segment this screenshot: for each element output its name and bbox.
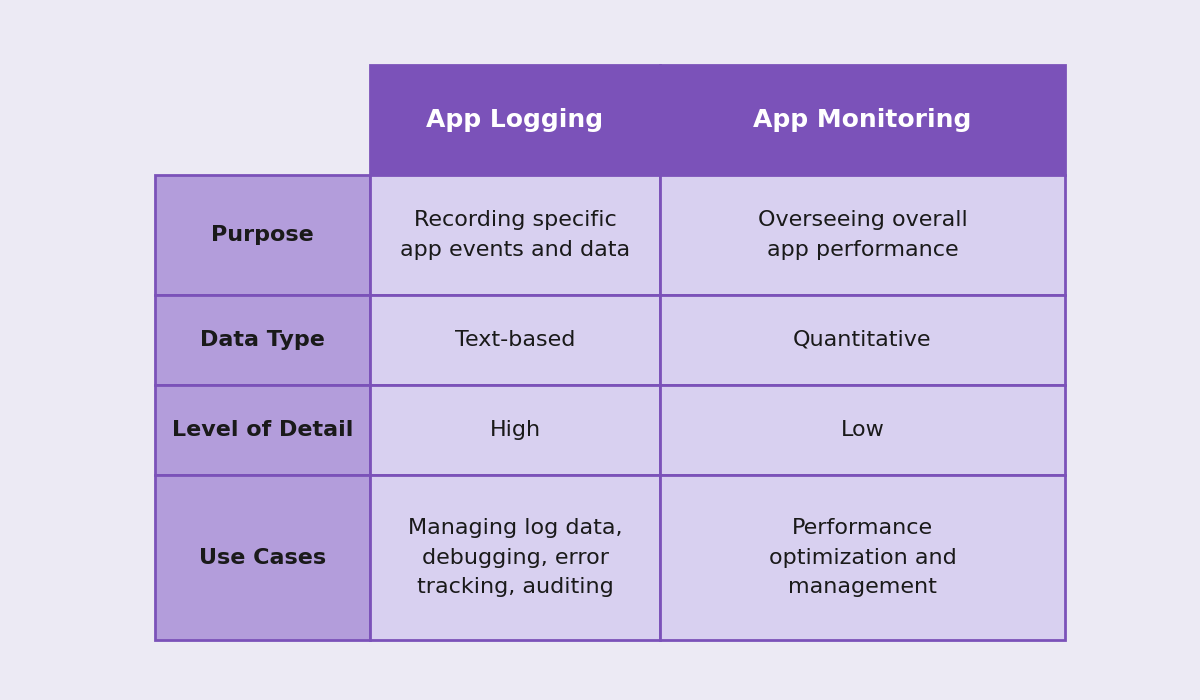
Text: Use Cases: Use Cases xyxy=(199,547,326,568)
Bar xyxy=(155,475,370,640)
Text: Low: Low xyxy=(840,420,884,440)
Bar xyxy=(660,65,1066,175)
Text: Purpose: Purpose xyxy=(211,225,314,245)
Bar xyxy=(660,475,1066,640)
Bar xyxy=(155,385,370,475)
Text: Recording specific
app events and data: Recording specific app events and data xyxy=(400,210,630,260)
Bar xyxy=(155,175,370,295)
Text: App Monitoring: App Monitoring xyxy=(754,108,972,132)
Text: Managing log data,
debugging, error
tracking, auditing: Managing log data, debugging, error trac… xyxy=(408,518,623,597)
Text: Level of Detail: Level of Detail xyxy=(172,420,353,440)
Bar xyxy=(370,475,660,640)
Bar xyxy=(660,385,1066,475)
Text: App Logging: App Logging xyxy=(426,108,604,132)
Bar xyxy=(370,65,660,175)
Bar xyxy=(660,295,1066,385)
Text: Performance
optimization and
management: Performance optimization and management xyxy=(769,518,956,597)
Text: Data Type: Data Type xyxy=(200,330,325,350)
Bar xyxy=(370,385,660,475)
Bar xyxy=(370,295,660,385)
Text: Quantitative: Quantitative xyxy=(793,330,931,350)
Text: Overseeing overall
app performance: Overseeing overall app performance xyxy=(757,210,967,260)
Bar xyxy=(660,175,1066,295)
Bar xyxy=(370,175,660,295)
Text: High: High xyxy=(490,420,540,440)
Bar xyxy=(155,295,370,385)
Text: Text-based: Text-based xyxy=(455,330,575,350)
